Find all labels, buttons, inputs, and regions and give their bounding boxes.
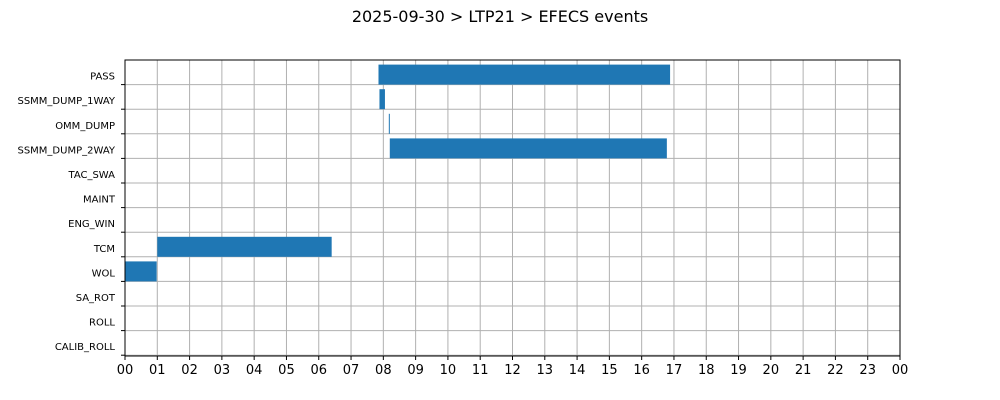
x-tick-label: 22 [827, 363, 844, 378]
y-tick-label: TAC_SWA [67, 170, 115, 181]
y-tick-label: ROLL [89, 318, 115, 329]
x-tick-labels: 00 01 02 03 04 05 06 07 08 09 10 11 12 13 14 15 16 17 18 19… [117, 356, 909, 378]
y-tick-label: SSMM_DUMP_2WAY [17, 145, 115, 156]
grid-lines [124, 60, 901, 356]
x-tick-label: 15 [601, 363, 618, 378]
event-bar-omm-dump [388, 113, 390, 134]
x-tick-label: 19 [730, 363, 747, 378]
x-tick-label: 09 [407, 363, 424, 378]
x-tick-label: 00 [892, 363, 909, 378]
x-tick-label: 21 [795, 363, 812, 378]
x-tick-label: 23 [859, 363, 876, 378]
y-tick-label: PASS [90, 72, 115, 83]
x-tick-label: 04 [246, 363, 263, 378]
event-bars [125, 64, 671, 282]
x-tick-label: 07 [343, 363, 360, 378]
chart-title: 2025-09-30 > LTP21 > EFECS events [352, 7, 648, 26]
event-bar-ssmm-dump-1way [379, 89, 385, 110]
y-tick-labels: PASS SSMM_DUMP_1WAY OMM_DUMP SSMM_DUMP_2WAY… [17, 72, 125, 356]
x-tick-label: 17 [666, 363, 683, 378]
y-tick-label: SA_ROT [76, 293, 116, 304]
x-tick-label: 16 [633, 363, 650, 378]
y-tick-label: WOL [92, 268, 116, 279]
x-tick-label: 05 [278, 363, 295, 378]
x-tick-label: 12 [504, 363, 521, 378]
x-tick-label: 10 [440, 363, 457, 378]
x-tick-label: 14 [569, 363, 586, 378]
y-tick-label: ENG_WIN [68, 219, 115, 230]
event-bar-ssmm-dump-2way [389, 138, 667, 159]
event-bar-wol [125, 261, 157, 282]
y-tick-label: OMM_DUMP [55, 121, 115, 132]
y-tick-label: MAINT [83, 195, 116, 206]
x-tick-label: 13 [537, 363, 554, 378]
x-tick-label: 01 [149, 363, 166, 378]
x-tick-label: 02 [181, 363, 198, 378]
event-bar-tcm [157, 236, 332, 257]
x-tick-label: 06 [310, 363, 327, 378]
x-tick-label: 18 [698, 363, 715, 378]
y-tick-label: TCM [93, 244, 115, 255]
y-tick-label: CALIB_ROLL [55, 342, 116, 353]
event-bar-pass [378, 64, 671, 85]
x-tick-label: 03 [214, 363, 231, 378]
x-tick-label: 00 [117, 363, 134, 378]
y-tick-label: SSMM_DUMP_1WAY [17, 96, 115, 107]
x-tick-label: 08 [375, 363, 392, 378]
x-tick-label: 11 [472, 363, 489, 378]
x-tick-label: 20 [763, 363, 780, 378]
